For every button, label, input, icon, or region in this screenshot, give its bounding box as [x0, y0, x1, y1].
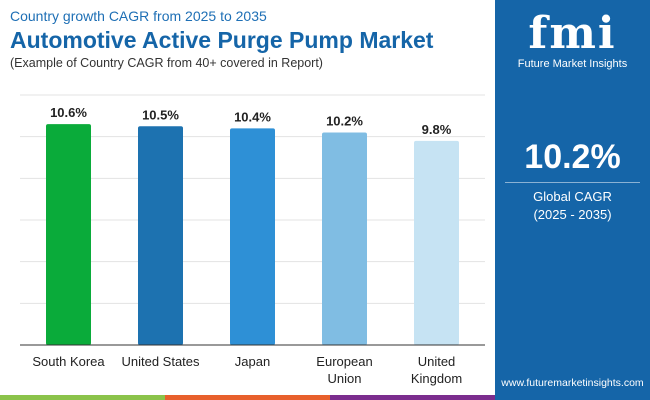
stripe-orange	[165, 395, 330, 400]
category-label: South Korea	[32, 354, 105, 369]
global-cagr-value: 10.2%	[524, 138, 621, 176]
data-label: 10.5%	[142, 107, 179, 122]
data-label: 10.2%	[326, 114, 363, 129]
data-label: 10.4%	[234, 109, 271, 124]
stripe-green	[0, 395, 165, 400]
chart-subtitle: Country growth CAGR from 2025 to 2035	[10, 8, 267, 24]
side-panel: fmi Future Market Insights 10.2% Global …	[495, 0, 650, 400]
chart-note: (Example of Country CAGR from 40+ covere…	[10, 56, 323, 70]
divider	[505, 182, 640, 183]
bar-chart: 10.6% South Korea 10.5% United States 10.4% J…	[20, 94, 485, 386]
global-cagr-label: Global CAGR (2025 - 2035)	[495, 188, 650, 224]
bar-3	[322, 132, 367, 345]
logo-name: Future Market Insights	[517, 58, 628, 70]
data-label: 10.6%	[50, 105, 87, 120]
bar-1	[138, 126, 183, 345]
global-cagr-text: Global CAGR	[533, 189, 612, 204]
fmi-logo: fmi Future Market Insights	[515, 8, 630, 71]
website-link[interactable]: www.futuremarketinsights.com	[501, 377, 644, 389]
chart-title: Automotive Active Purge Pump Market	[10, 27, 434, 53]
logo-mark: fmi	[528, 8, 617, 59]
category-label: United	[418, 354, 456, 369]
bar-4	[414, 140, 459, 345]
category-label: Kingdom	[411, 371, 462, 386]
category-label: Union	[328, 371, 362, 386]
data-label: 9.8%	[422, 122, 452, 137]
bar-0	[46, 124, 91, 346]
category-label: Japan	[235, 354, 270, 369]
stripe-purple	[330, 395, 495, 400]
bar-2	[230, 128, 275, 345]
category-label: European	[316, 354, 372, 369]
global-cagr-period: (2025 - 2035)	[533, 207, 612, 222]
category-label: United States	[121, 354, 200, 369]
